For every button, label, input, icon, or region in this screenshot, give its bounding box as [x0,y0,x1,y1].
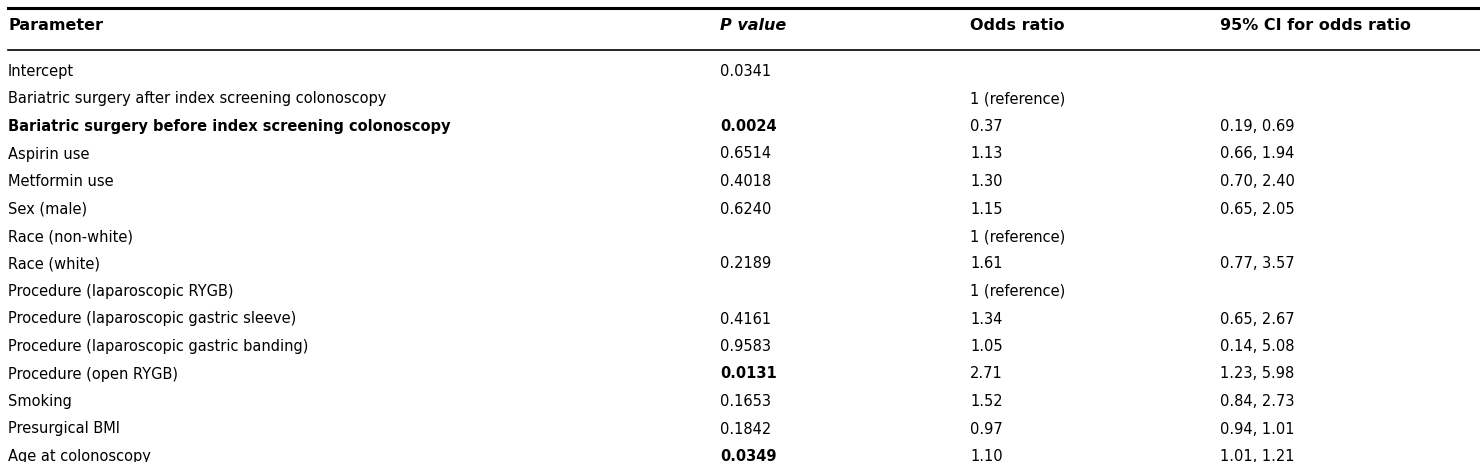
Text: 2.71: 2.71 [969,366,1003,382]
Text: Race (non-white): Race (non-white) [7,229,133,244]
Text: P value: P value [719,18,786,33]
Text: 0.6240: 0.6240 [719,201,771,217]
Text: 0.84, 2.73: 0.84, 2.73 [1220,394,1295,409]
Text: 0.0024: 0.0024 [719,119,777,134]
Text: 1.34: 1.34 [969,311,1002,327]
Text: Metformin use: Metformin use [7,174,114,189]
Text: 0.1842: 0.1842 [719,421,771,437]
Text: 0.65, 2.05: 0.65, 2.05 [1220,201,1295,217]
Text: 1.15: 1.15 [969,201,1002,217]
Text: 0.0131: 0.0131 [719,366,777,382]
Text: Procedure (laparoscopic gastric banding): Procedure (laparoscopic gastric banding) [7,339,308,354]
Text: 0.6514: 0.6514 [719,146,771,162]
Text: 0.94, 1.01: 0.94, 1.01 [1220,421,1295,437]
Text: 0.97: 0.97 [969,421,1003,437]
Text: Age at colonoscopy: Age at colonoscopy [7,449,151,462]
Text: 0.14, 5.08: 0.14, 5.08 [1220,339,1295,354]
Text: 1.30: 1.30 [969,174,1002,189]
Text: Intercept: Intercept [7,64,74,79]
Text: Procedure (open RYGB): Procedure (open RYGB) [7,366,178,382]
Text: Smoking: Smoking [7,394,73,409]
Text: 95% CI for odds ratio: 95% CI for odds ratio [1220,18,1410,33]
Text: 1.01, 1.21: 1.01, 1.21 [1220,449,1295,462]
Text: 1 (reference): 1 (reference) [969,91,1066,107]
Text: 1.61: 1.61 [969,256,1002,272]
Text: 0.77, 3.57: 0.77, 3.57 [1220,256,1295,272]
Text: 1 (reference): 1 (reference) [969,284,1066,299]
Text: Parameter: Parameter [7,18,104,33]
Text: 1.10: 1.10 [969,449,1002,462]
Text: 0.4161: 0.4161 [719,311,771,327]
Text: Bariatric surgery before index screening colonoscopy: Bariatric surgery before index screening… [7,119,450,134]
Text: 0.19, 0.69: 0.19, 0.69 [1220,119,1295,134]
Text: Aspirin use: Aspirin use [7,146,89,162]
Text: 1 (reference): 1 (reference) [969,229,1066,244]
Text: 1.13: 1.13 [969,146,1002,162]
Text: Presurgical BMI: Presurgical BMI [7,421,120,437]
Text: 0.4018: 0.4018 [719,174,771,189]
Text: 0.1653: 0.1653 [719,394,771,409]
Text: Bariatric surgery after index screening colonoscopy: Bariatric surgery after index screening … [7,91,386,107]
Text: 0.9583: 0.9583 [719,339,771,354]
Text: 0.70, 2.40: 0.70, 2.40 [1220,174,1295,189]
Text: 0.66, 1.94: 0.66, 1.94 [1220,146,1295,162]
Text: Race (white): Race (white) [7,256,101,272]
Text: 1.52: 1.52 [969,394,1002,409]
Text: 0.2189: 0.2189 [719,256,771,272]
Text: 1.23, 5.98: 1.23, 5.98 [1220,366,1294,382]
Text: Procedure (laparoscopic gastric sleeve): Procedure (laparoscopic gastric sleeve) [7,311,296,327]
Text: 0.0349: 0.0349 [719,449,777,462]
Text: Sex (male): Sex (male) [7,201,87,217]
Text: 0.65, 2.67: 0.65, 2.67 [1220,311,1295,327]
Text: 0.0341: 0.0341 [719,64,771,79]
Text: Procedure (laparoscopic RYGB): Procedure (laparoscopic RYGB) [7,284,234,299]
Text: 1.05: 1.05 [969,339,1002,354]
Text: Odds ratio: Odds ratio [969,18,1064,33]
Text: 0.37: 0.37 [969,119,1002,134]
